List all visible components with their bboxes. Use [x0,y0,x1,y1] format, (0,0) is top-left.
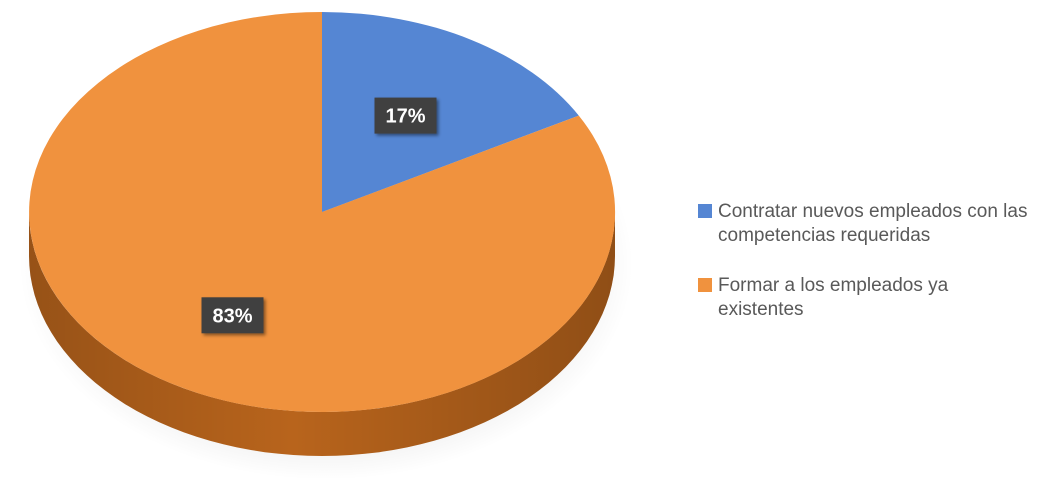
pie-slice-contratar [322,11,579,212]
legend-entry-formar: Formar a los empleados ya existentes [698,274,1038,322]
legend-swatch-formar [698,278,712,292]
legend-label-formar: Formar a los empleados ya existentes [718,275,949,320]
legend-label-contratar: Contratar nuevos empleados con las compe… [718,201,1028,246]
data-label-box-formar [201,297,264,334]
data-label-box-contratar [374,97,437,134]
legend-entry-contratar: Contratar nuevos empleados con las compe… [698,200,1038,248]
data-label-formar: 83% [201,297,264,334]
data-label-text-contratar: 17% [385,106,425,128]
pie-slice-formar [29,12,616,412]
pie-side-shade-formar [29,212,615,456]
legend: Contratar nuevos empleados con las compe… [698,200,1038,322]
legend-swatch-contratar [698,204,712,218]
data-label-text-formar: 83% [212,305,252,327]
data-label-contratar: 17% [374,97,437,134]
